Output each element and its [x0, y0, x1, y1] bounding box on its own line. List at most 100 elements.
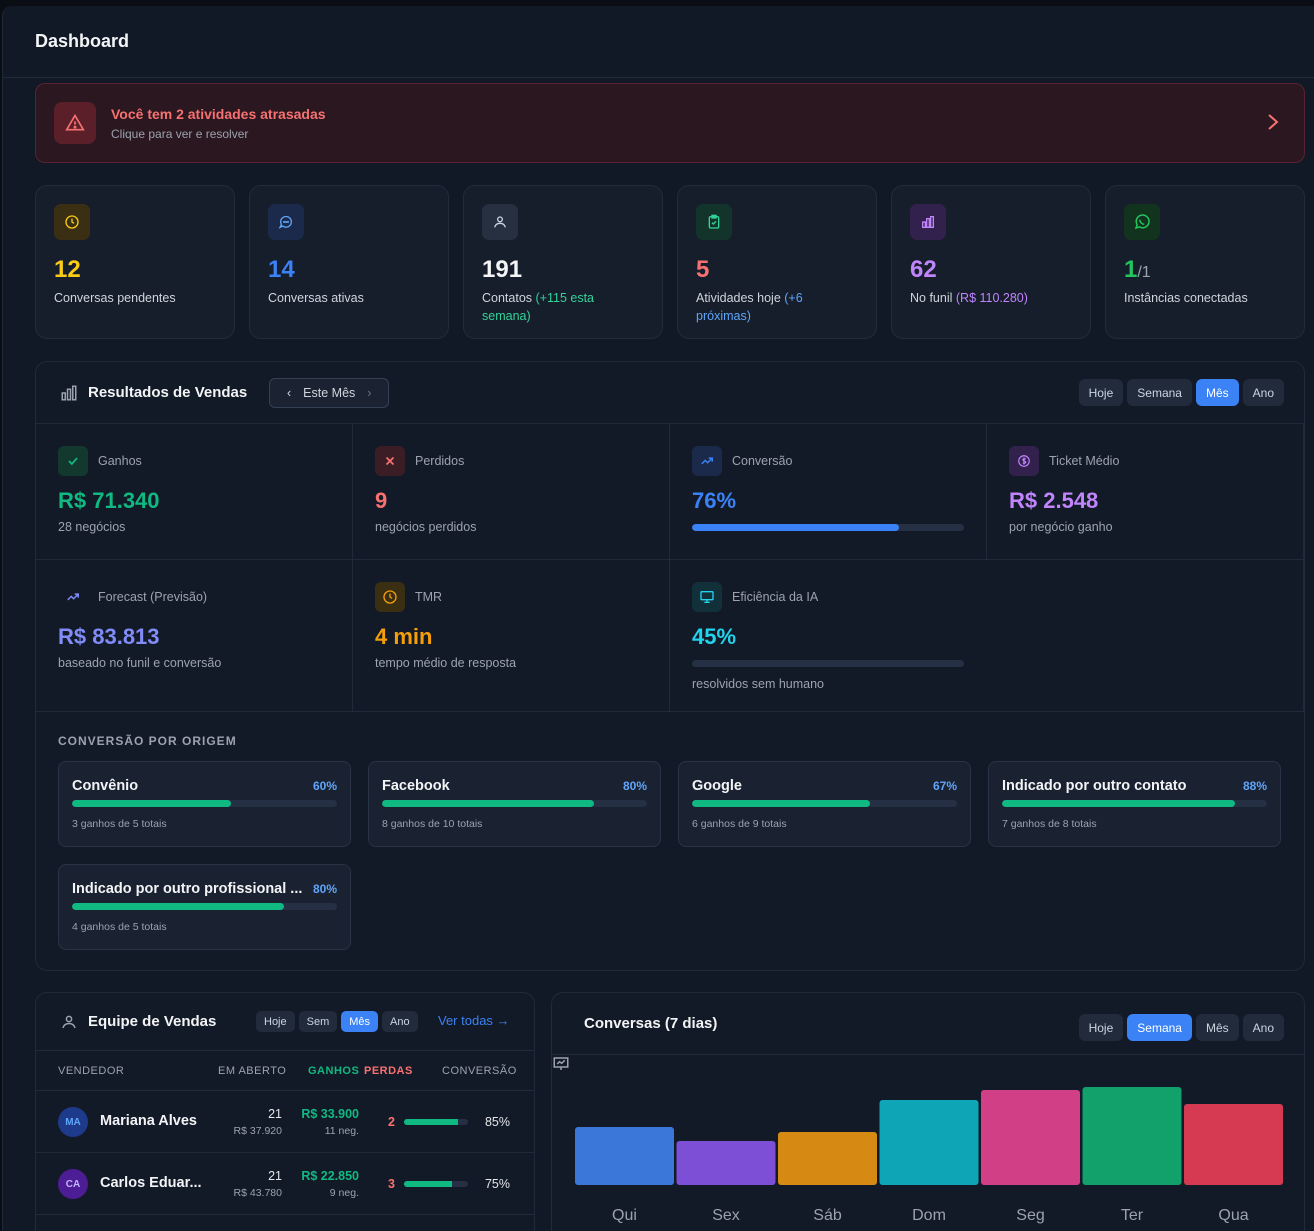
tab-ano[interactable]: Ano [1242, 1014, 1284, 1041]
bar-chart-icon [61, 385, 77, 400]
origin-name: Indicado por outro profissional ... [72, 881, 303, 897]
metric-subtitle: por negócio ganho [1009, 520, 1113, 534]
metric-value: 45% [692, 624, 737, 649]
origin-percent: 67% [932, 779, 957, 793]
won-value: R$ 22.850 [301, 1169, 359, 1183]
origin-card[interactable]: Convênio 60% 3 ganhos de 5 totais [58, 761, 351, 847]
origin-name: Google [692, 778, 742, 794]
seller-name: Carlos Eduar... [100, 1175, 202, 1191]
conversations-bar-chart: Qui Sex Sáb Dom Seg Ter Qua [575, 1087, 1283, 1224]
kpi-card[interactable]: 191 Contatos (+115 esta semana) [463, 185, 663, 339]
lost-count: 3 [388, 1177, 395, 1191]
metric-subtitle: resolvidos sem humano [692, 677, 825, 691]
origin-card[interactable]: Indicado por outro contato 88% 7 ganhos de… [988, 761, 1281, 847]
won-metric: Ganhos R$ 71.340 28 negócios [36, 424, 353, 560]
kpi-card[interactable]: 62 No funil (R$ 110.280) [891, 185, 1091, 339]
origin-progress-bar [1002, 800, 1267, 807]
check-icon [58, 446, 88, 476]
kpi-card[interactable]: 1/1 Instâncias conectadas [1105, 185, 1305, 339]
tab-hoje[interactable]: Hoje [1078, 1014, 1124, 1041]
kpi-extra: (R$ 110.280) [955, 291, 1028, 305]
conversations-panel: Conversas (7 dias) Hoje Semana Mês Ano Qui S… [551, 992, 1305, 1231]
metric-subtitle: tempo médio de resposta [375, 656, 517, 670]
tab-mês[interactable]: Mês [1195, 1014, 1239, 1041]
origin-detail: 3 ganhos de 5 totais [72, 818, 167, 830]
origin-detail: 4 ganhos de 5 totais [72, 921, 167, 933]
response-time-metric: TMR 4 min tempo médio de resposta [353, 560, 670, 712]
origin-card[interactable]: Google 67% 6 ganhos de 9 totais [678, 761, 971, 847]
kpi-label: Conversas pendentes [54, 291, 176, 305]
ai-efficiency-metric: Eficiência da IA 45% resolvidos sem humano [670, 560, 1304, 712]
team-table-header: VENDEDOR EM ABERTO GANHOS PERDAS CONVERS… [36, 1051, 534, 1091]
origin-percent: 88% [1242, 779, 1267, 793]
chevron-right-icon[interactable]: › [367, 385, 372, 400]
kpi-card[interactable]: 12 Conversas pendentes [35, 185, 235, 339]
tab-hoje[interactable]: Hoje [1078, 379, 1124, 406]
kpi-extra: (+6 próximas) [696, 291, 803, 323]
kpi-card[interactable]: 14 Conversas ativas [249, 185, 449, 339]
conversations-range-tabs: Hoje Semana Mês Ano [1078, 1014, 1284, 1041]
origin-detail: 8 ganhos de 10 totais [382, 818, 483, 830]
tab-semana[interactable]: Semana [1127, 379, 1192, 406]
open-value: R$ 43.780 [233, 1187, 282, 1199]
metric-subtitle: baseado no funil e conversão [58, 656, 222, 670]
lost-metric: Perdidos 9 negócios perdidos [353, 424, 670, 560]
origin-cards: Convênio 60% 3 ganhos de 5 totais Facebook 8… [58, 761, 1282, 950]
view-all-link[interactable]: Ver todas → [438, 1013, 510, 1028]
bar-chart-icon [910, 204, 946, 240]
chart-x-label: Ter [1121, 1207, 1144, 1224]
tab-ano[interactable]: Ano [382, 1011, 418, 1032]
tab-mês[interactable]: Mês [341, 1011, 379, 1032]
sales-range-tabs: Hoje Semana Mês Ano [1078, 379, 1284, 406]
users-icon [62, 1015, 76, 1028]
chart-x-label: Dom [912, 1207, 946, 1224]
warning-icon [54, 102, 96, 144]
origin-percent: 80% [312, 882, 337, 896]
kpi-label: No funil (R$ 110.280) [910, 291, 1028, 305]
app-frame: Dashboard Você tem 2 atividades atrasada… [2, 6, 1314, 1231]
overdue-alert[interactable]: Você tem 2 atividades atrasadas Clique p… [35, 83, 1305, 163]
col-conversion: CONVERSÃO [442, 1064, 517, 1077]
kpi-value: 191 [482, 256, 523, 283]
col-seller: VENDEDOR [58, 1064, 125, 1077]
tab-mês[interactable]: Mês [1195, 379, 1239, 406]
clock-icon [54, 204, 90, 240]
chart-bar-ter [1082, 1087, 1182, 1185]
tab-semana[interactable]: Semana [1127, 1014, 1192, 1041]
conversion-bar [404, 1181, 468, 1187]
sales-results-panel: Resultados de Vendas ‹ Este Mês › Hoje Se… [35, 361, 1305, 971]
users-icon [482, 204, 518, 240]
won-count: 9 neg. [329, 1187, 359, 1199]
kpi-extra: (+115 esta semana) [482, 291, 595, 323]
origin-card[interactable]: Indicado por outro profissional ... 80% 4 … [58, 864, 351, 950]
tab-ano[interactable]: Ano [1242, 379, 1284, 406]
forecast-metric: Forecast (Previsão) R$ 83.813 baseado no f… [36, 560, 353, 712]
metric-label: Perdidos [415, 454, 465, 468]
chart-bar-sáb [778, 1132, 877, 1185]
period-label: Este Mês [303, 385, 356, 400]
tab-sem[interactable]: Sem [298, 1011, 338, 1032]
avg-ticket-metric: Ticket Médio R$ 2.548 por negócio ganho [987, 424, 1304, 560]
open-count: 21 [268, 1107, 282, 1121]
metric-label: Conversão [732, 454, 793, 468]
origin-card[interactable]: Facebook 80% 8 ganhos de 10 totais [368, 761, 661, 847]
clipboard-check-icon [696, 204, 732, 240]
metric-subtitle: 28 negócios [58, 520, 126, 534]
table-row[interactable]: CA Carlos Eduar... 21 R$ 43.780 R$ 22.850 9 n… [36, 1153, 534, 1215]
table-row[interactable]: MA Mariana Alves 21 R$ 37.920 R$ 33.900 11 ne… [36, 1091, 534, 1153]
avatar: MA [58, 1107, 88, 1137]
chevron-left-icon[interactable]: ‹ [287, 385, 292, 400]
kpi-label: Atividades hoje (+6 próximas) [696, 291, 803, 323]
alert-subtitle: Clique para ver e resolver [111, 126, 249, 141]
table-row[interactable]: 20R$ 14.590 [36, 1215, 534, 1231]
chart-x-label: Sex [712, 1207, 740, 1224]
kpi-value: 62 [910, 256, 937, 283]
kpi-card[interactable]: 5 Atividades hoje (+6 próximas) [677, 185, 877, 339]
origin-percent: 60% [312, 779, 337, 793]
team-title: Equipe de Vendas [88, 1013, 217, 1030]
chat-icon [268, 204, 304, 240]
chevron-right-icon[interactable] [1266, 112, 1280, 137]
period-selector[interactable]: ‹ Este Mês › [269, 377, 390, 408]
tab-hoje[interactable]: Hoje [256, 1011, 295, 1032]
col-lost: PERDAS [364, 1064, 413, 1077]
